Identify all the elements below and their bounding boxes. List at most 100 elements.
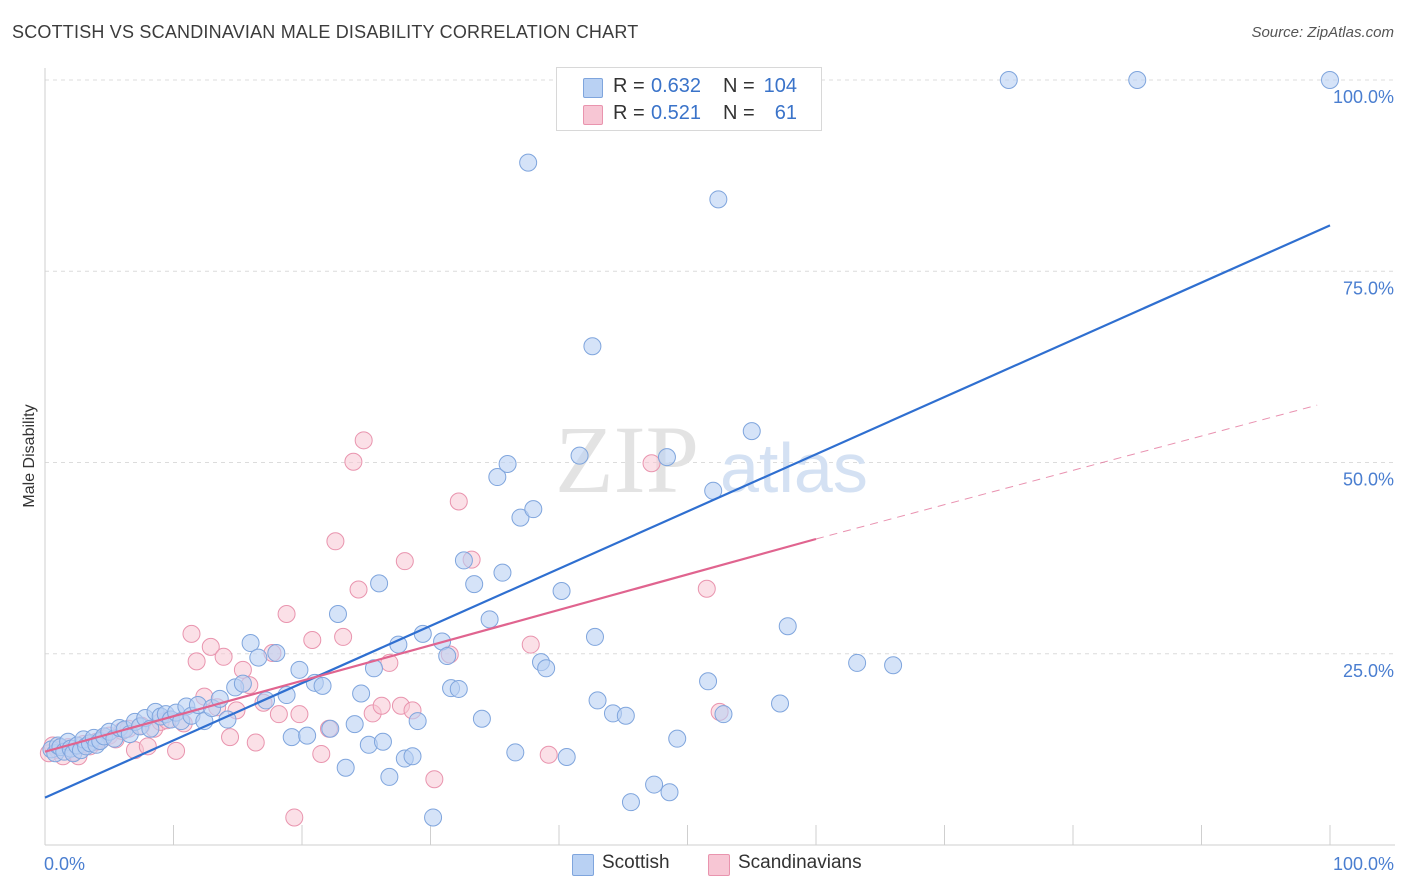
scottish-point (257, 691, 276, 710)
scottish-point (552, 582, 571, 601)
scottish-point (241, 634, 260, 653)
scottish-point (645, 775, 664, 794)
scandinavians-point (182, 624, 201, 643)
scottish-point (438, 647, 457, 666)
scandinavians-point (326, 532, 345, 551)
scottish-point (493, 563, 512, 582)
legend-row-scottish: R = 0.632 N = 104 (557, 73, 821, 101)
scottish-point (298, 726, 317, 745)
scottish-point (449, 679, 468, 698)
scottish-point (668, 729, 687, 748)
scandinavians-point (312, 744, 331, 763)
scottish-point (233, 674, 252, 693)
axes-layer (44, 68, 1395, 846)
grid-layer (45, 79, 1395, 655)
scottish-point (336, 758, 355, 777)
scottish-point (524, 500, 543, 519)
scandinavians-point (372, 696, 391, 715)
scottish-point (657, 448, 676, 467)
scandinavians-point (539, 745, 558, 764)
scottish-point (313, 676, 332, 695)
scandinavians-point (354, 431, 373, 450)
scandinavians-legend-label: Scandinavians (738, 852, 862, 873)
scandinavians-point (334, 627, 353, 646)
scottish-point (519, 153, 538, 172)
scottish-point (364, 659, 383, 678)
r-value: 0.521 (651, 102, 702, 124)
scottish-point (480, 610, 499, 629)
scottish-point (370, 574, 389, 593)
scandinavians-point (214, 647, 233, 666)
chart-title: SCOTTISH VS SCANDINAVIAN MALE DISABILITY… (12, 22, 639, 42)
y-tick-label: 25.0% (1343, 661, 1394, 681)
scottish-point (424, 808, 443, 827)
scottish-point (771, 694, 790, 713)
scottish-point (742, 422, 761, 441)
scottish-point (472, 709, 491, 728)
scandinavians-trend-line (44, 537, 817, 753)
y-tick-label: 75.0% (1343, 278, 1394, 298)
scottish-point (345, 715, 364, 734)
x-tick-label-max: 100.0% (1333, 854, 1394, 874)
scandinavians-point (303, 630, 322, 649)
scottish-point (380, 767, 399, 786)
n-value: 61 (774, 102, 797, 124)
scottish-point (588, 691, 607, 710)
scottish-point (290, 660, 309, 679)
scandinavians-point (167, 741, 186, 760)
scottish-point (506, 743, 525, 762)
y-axis-label: Male Disability (21, 404, 38, 507)
scottish-point (570, 446, 589, 465)
correlation-legend: R = 0.632 N = 104 R = 0.521 N = 61 (556, 67, 822, 131)
scottish-point (884, 656, 903, 675)
scottish-point (621, 793, 640, 812)
scottish-point (498, 455, 517, 474)
r-value: 0.632 (651, 75, 702, 97)
scottish-point (714, 705, 733, 724)
scottish-point (709, 190, 728, 209)
tick-labels: 25.0% 50.0% 75.0% 100.0% 0.0% 100.0% (44, 87, 1394, 874)
scottish-point (249, 648, 268, 667)
r-label: R = (613, 75, 645, 97)
scandinavians-point (642, 454, 661, 473)
scottish-point (660, 783, 679, 802)
scottish-point (373, 732, 392, 751)
y-tick-label: 100.0% (1333, 87, 1394, 107)
scandinavians-point (187, 652, 206, 671)
scottish-point (352, 684, 371, 703)
scottish-point (557, 748, 576, 767)
scandinavians-point (285, 808, 304, 827)
scottish-point (488, 468, 507, 487)
scandinavians-point (425, 770, 444, 789)
scandinavians-point (395, 552, 414, 571)
scandinavians-point (449, 492, 468, 511)
scottish-swatch (583, 78, 603, 98)
scandinavians-point (697, 579, 716, 598)
n-label: N = (723, 75, 755, 97)
scottish-point (778, 617, 797, 636)
x-tick-label-min: 0.0% (44, 854, 85, 874)
source-credit: Source: ZipAtlas.com (1251, 24, 1394, 41)
scottish-point (454, 551, 473, 570)
trend-lines (44, 224, 1331, 799)
scottish-point (1128, 71, 1147, 89)
scottish-legend-swatch (572, 854, 594, 876)
legend-row-scandinavians: R = 0.521 N = 61 (557, 100, 821, 128)
scottish-point (413, 624, 432, 643)
scandinavians-point (521, 635, 540, 654)
scottish-point (321, 719, 340, 738)
scandinavians-point (277, 604, 296, 623)
scottish-point (699, 672, 718, 691)
scottish-point (403, 747, 422, 766)
scottish-point (537, 659, 556, 678)
scandinavians-point (344, 452, 363, 471)
scottish-point (616, 706, 635, 725)
scandinavians-point (269, 705, 288, 724)
scottish-point (465, 575, 484, 594)
scandinavians-point (201, 637, 220, 656)
scottish-legend-label: Scottish (602, 852, 670, 873)
scandinavians-legend-swatch (708, 854, 730, 876)
scottish-point (848, 653, 867, 672)
scottish-point (583, 337, 602, 356)
